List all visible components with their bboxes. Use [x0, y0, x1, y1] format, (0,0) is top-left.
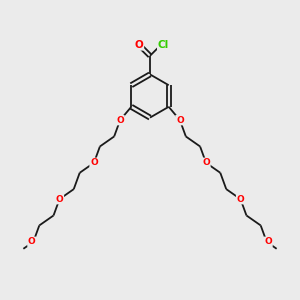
Text: O: O — [176, 116, 184, 124]
Text: O: O — [28, 237, 36, 246]
Text: O: O — [116, 116, 124, 124]
Text: O: O — [264, 237, 272, 246]
Text: Cl: Cl — [158, 40, 169, 50]
Text: O: O — [56, 195, 63, 204]
Text: O: O — [135, 40, 143, 50]
Text: O: O — [90, 158, 98, 167]
Text: O: O — [237, 195, 244, 204]
Text: O: O — [202, 158, 210, 167]
